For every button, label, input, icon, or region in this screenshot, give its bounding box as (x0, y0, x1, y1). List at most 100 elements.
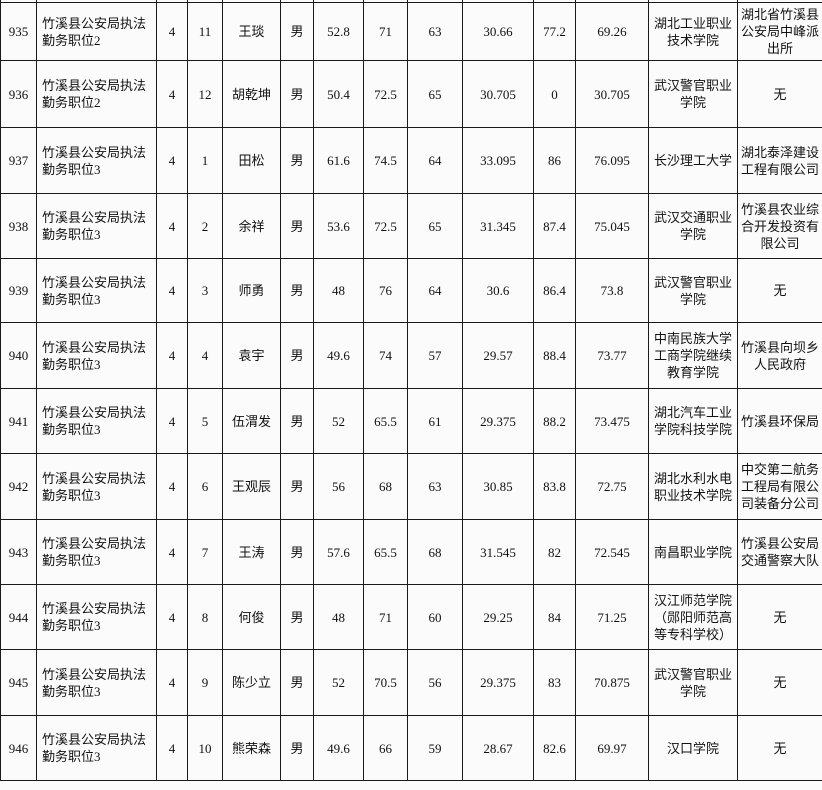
cell-work-unit: 湖北省竹溪县公安局中峰派出所 (737, 2, 822, 61)
cell-score-3: 65 (407, 193, 463, 259)
cell-position-name: 竹溪县公安局执法勤务职位3 (36, 388, 157, 454)
cell-recruit-count: 4 (156, 193, 188, 259)
cell-position-name: 竹溪县公安局执法勤务职位3 (36, 193, 157, 259)
cell-candidate-name: 余祥 (222, 193, 281, 259)
cell-row-number: 935 (0, 2, 37, 61)
cell-candidate-name: 伍渭发 (222, 388, 281, 454)
cell-graduate-school: 汉江师范学院（郧阳师范高等专科学校） (648, 584, 738, 650)
cell-gender: 男 (280, 453, 314, 520)
cell-row-number: 937 (0, 127, 37, 194)
cell-score-3: 61 (407, 388, 463, 454)
cell-score-3: 64 (407, 127, 463, 194)
cell-score-2: 71 (363, 2, 408, 61)
cell-score-1: 61.6 (313, 127, 364, 194)
cell-candidate-name: 王琰 (222, 2, 281, 61)
cell-candidate-name: 陈少立 (222, 649, 281, 716)
cell-work-unit: 无 (737, 715, 822, 781)
cell-score-3: 57 (407, 322, 463, 389)
cell-score-3: 65 (407, 60, 463, 128)
cell-score-5: 86.4 (533, 258, 576, 323)
cell-rank: 2 (187, 193, 223, 259)
cell-rank: 4 (187, 322, 223, 389)
cell-score-1: 53.6 (313, 193, 364, 259)
table-row: 945 竹溪县公安局执法勤务职位3 4 9 陈少立男 52 70.5 56 29.375 83 70… (0, 649, 822, 716)
cell-recruit-count: 4 (156, 258, 188, 323)
cell-score-3: 56 (407, 649, 463, 716)
cell-rank: 1 (187, 127, 223, 194)
cell-score-3: 60 (407, 584, 463, 650)
cell-score-2: 74 (363, 322, 408, 389)
cell-gender: 男 (280, 519, 314, 585)
cell-score-2: 70.5 (363, 649, 408, 716)
cell-graduate-school: 湖北汽车工业学院科技学院 (648, 388, 738, 454)
cell-position-name: 竹溪县公安局执法勤务职位3 (36, 715, 157, 781)
cell-score-4: 30.705 (462, 60, 534, 128)
cell-position-name: 竹溪县公安局执法勤务职位3 (36, 127, 157, 194)
cell-row-number: 944 (0, 584, 37, 650)
table-row: 942 竹溪县公安局执法勤务职位3 4 6 王观辰男 56 68 63 30.85 83.8 72.… (0, 453, 822, 520)
cell-position-name: 竹溪县公安局执法勤务职位2 (36, 2, 157, 61)
cell-score-2: 66 (363, 715, 408, 781)
cell-gender: 男 (280, 649, 314, 716)
cell-row-number: 939 (0, 258, 37, 323)
table-row: 946 竹溪县公安局执法勤务职位3 4 10 熊荣森男 49.6 66 59 28.67 82.6… (0, 715, 822, 781)
cell-row-number: 945 (0, 649, 37, 716)
cell-gender: 男 (280, 322, 314, 389)
cell-recruit-count: 4 (156, 715, 188, 781)
cell-graduate-school: 武汉交通职业学院 (648, 193, 738, 259)
cell-recruit-count: 4 (156, 60, 188, 128)
table-row: 937 竹溪县公安局执法勤务职位3 4 1 田松男 61.6 74.5 64 33.095 86 7… (0, 127, 822, 194)
cell-score-4: 33.095 (462, 127, 534, 194)
cell-score-1: 57.6 (313, 519, 364, 585)
cell-score-5: 82 (533, 519, 576, 585)
cell-score-2: 72.5 (363, 60, 408, 128)
cell-score-1: 50.4 (313, 60, 364, 128)
cell-position-name: 竹溪县公安局执法勤务职位3 (36, 649, 157, 716)
cell-gender: 男 (280, 193, 314, 259)
cell-score-4: 28.67 (462, 715, 534, 781)
table-row: 936 竹溪县公安局执法勤务职位2 4 12 胡乾坤男 50.4 72.5 65 30.705 0… (0, 60, 822, 128)
table-row: 943 竹溪县公安局执法勤务职位3 4 7 王涛男 57.6 65.5 68 31.545 82 7… (0, 519, 822, 585)
cell-score-4: 30.85 (462, 453, 534, 520)
cell-score-4: 31.545 (462, 519, 534, 585)
cell-recruit-count: 4 (156, 519, 188, 585)
cell-candidate-name: 熊荣森 (222, 715, 281, 781)
cell-row-number: 946 (0, 715, 37, 781)
cell-position-name: 竹溪县公安局执法勤务职位2 (36, 60, 157, 128)
cell-rank: 9 (187, 649, 223, 716)
cell-final-score: 71.25 (575, 584, 649, 650)
cell-score-2: 76 (363, 258, 408, 323)
cell-rank: 3 (187, 258, 223, 323)
cell-work-unit: 无 (737, 258, 822, 323)
cell-score-2: 74.5 (363, 127, 408, 194)
cell-position-name: 竹溪县公安局执法勤务职位3 (36, 519, 157, 585)
cell-final-score: 72.75 (575, 453, 649, 520)
cell-score-5: 83.8 (533, 453, 576, 520)
cell-graduate-school: 汉口学院 (648, 715, 738, 781)
cell-gender: 男 (280, 388, 314, 454)
cell-score-4: 29.375 (462, 388, 534, 454)
cell-graduate-school: 湖北水利水电职业技术学院 (648, 453, 738, 520)
cell-graduate-school: 湖北工业职业技术学院 (648, 2, 738, 61)
cell-gender: 男 (280, 715, 314, 781)
cell-row-number: 936 (0, 60, 37, 128)
cell-final-score: 73.77 (575, 322, 649, 389)
cell-score-5: 84 (533, 584, 576, 650)
cell-score-1: 52 (313, 388, 364, 454)
cell-score-4: 29.375 (462, 649, 534, 716)
cell-work-unit: 竹溪县环保局 (737, 388, 822, 454)
cell-score-4: 30.66 (462, 2, 534, 61)
cell-score-3: 68 (407, 519, 463, 585)
cell-candidate-name: 胡乾坤 (222, 60, 281, 128)
table-row: 940 竹溪县公安局执法勤务职位3 4 4 袁宇男 49.6 74 57 29.57 88.4 73… (0, 322, 822, 389)
cell-work-unit: 无 (737, 60, 822, 128)
cell-work-unit: 无 (737, 649, 822, 716)
cell-score-1: 48 (313, 584, 364, 650)
cell-recruit-count: 4 (156, 322, 188, 389)
cell-gender: 男 (280, 2, 314, 61)
cell-candidate-name: 师勇 (222, 258, 281, 323)
cell-rank: 7 (187, 519, 223, 585)
cell-score-5: 82.6 (533, 715, 576, 781)
